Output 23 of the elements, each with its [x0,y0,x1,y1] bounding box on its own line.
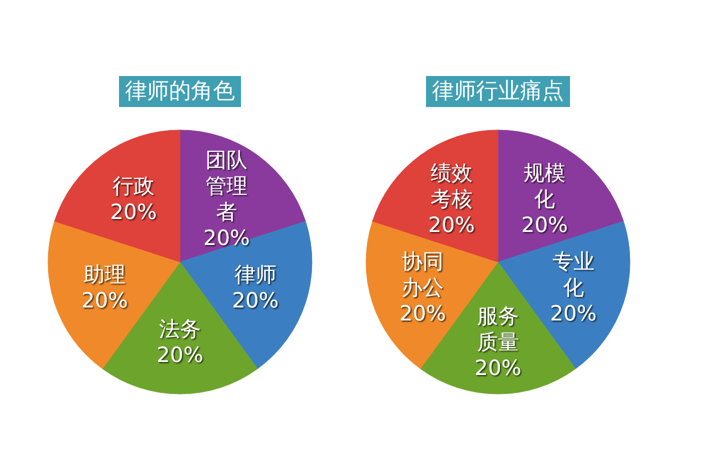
data-label: 20% [232,288,279,312]
slice-label: 法务 [159,317,201,342]
data-label: 20% [399,301,446,326]
slice-label: 助理 [84,262,126,286]
data-label: 20% [110,200,157,224]
slice-label: 律师 [234,262,276,286]
chart-title: 律师行业痛点 [432,79,564,104]
data-label: 20% [521,212,568,237]
data-label: 20% [156,343,204,368]
pie-slice [54,130,180,262]
data-label: 20% [428,212,475,237]
data-label: 20% [474,356,522,380]
slice-label: 协同办公 [402,249,444,300]
chart-title: 律师的角色 [125,79,235,104]
slice-label: 团队管理者 [206,148,248,224]
data-label: 20% [81,288,128,312]
slice-label: 规模化 [524,160,566,211]
slice-label: 服务质量 [477,304,519,354]
slice-label: 行政 [112,174,154,198]
data-label: 20% [550,301,597,326]
slice-label: 绩效考核 [430,160,472,211]
data-label: 20% [203,226,250,250]
slice-label: 专业化 [552,249,594,300]
